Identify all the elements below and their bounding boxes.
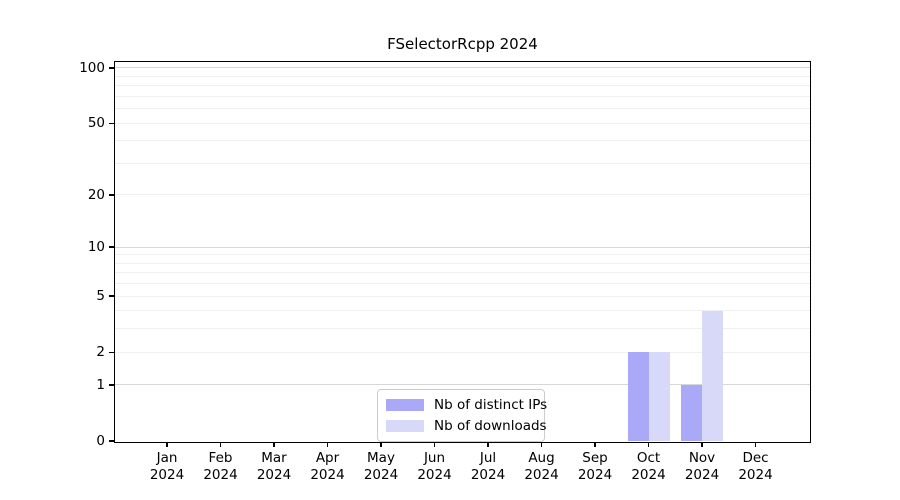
y-axis-tick [109, 351, 115, 353]
y-gridline-minor [115, 310, 810, 312]
y-gridline-minor [115, 122, 810, 124]
x-tick-label: Sep 2024 [577, 450, 613, 483]
y-tick-label: 1 [96, 376, 105, 393]
y-tick-label: 0 [96, 433, 105, 449]
x-tick-label: Oct 2024 [631, 450, 666, 483]
legend-entry-downloads: Nb of downloads [386, 418, 547, 434]
x-axis-tick [540, 442, 543, 447]
x-tick-label: Jul 2024 [470, 450, 506, 483]
y-axis-tick [109, 122, 115, 124]
bar-distinct-ips [681, 384, 702, 441]
y-gridline-minor [115, 272, 810, 274]
y-tick-label: 5 [96, 288, 105, 305]
y-gridline-minor [115, 351, 810, 353]
x-tick-label: Feb 2024 [203, 450, 238, 483]
y-gridline-minor [115, 85, 810, 87]
y-gridline-minor [115, 283, 810, 285]
legend: Nb of distinct IPs Nb of downloads [377, 389, 547, 442]
x-axis-tick [273, 442, 275, 447]
y-tick-label: 20 [87, 186, 105, 203]
legend-swatch-distinct-ips [386, 399, 424, 411]
y-tick-label: 2 [96, 344, 105, 361]
y-axis-tick [109, 440, 115, 442]
y-gridline-minor [115, 75, 810, 77]
x-axis-tick [487, 442, 489, 447]
x-tick-label: Mar 2024 [256, 450, 292, 483]
x-tick-label: Apr 2024 [310, 450, 345, 483]
y-gridline-minor [115, 108, 810, 110]
y-tick-label: 10 [87, 239, 105, 256]
y-gridline-minor [115, 254, 810, 256]
bar-downloads [702, 310, 723, 441]
x-axis-tick [433, 442, 436, 447]
x-tick-label: Aug 2024 [524, 450, 559, 483]
x-axis-tick [701, 442, 703, 447]
y-axis-tick [109, 67, 115, 69]
y-gridline-major [115, 384, 810, 386]
y-axis-tick [109, 295, 115, 297]
y-gridline-minor [115, 328, 810, 330]
legend-swatch-downloads [386, 420, 424, 432]
y-gridline-minor [115, 295, 810, 297]
x-tick-label: May 2024 [363, 450, 399, 483]
y-tick-label: 50 [87, 115, 105, 132]
y-axis-tick [109, 194, 115, 196]
legend-label-distinct-ips: Nb of distinct IPs [434, 397, 548, 413]
y-gridline-major [115, 67, 810, 69]
x-axis-tick [326, 442, 329, 447]
x-axis-tick [219, 442, 222, 447]
x-axis-tick [380, 442, 382, 447]
chart-title: FSelectorRcpp 2024 [387, 35, 538, 53]
y-gridline-minor [115, 262, 810, 264]
bar-distinct-ips [627, 352, 649, 441]
x-tick-label: Jan 2024 [149, 450, 185, 483]
x-axis-tick [754, 442, 757, 447]
y-axis-tick [109, 384, 115, 386]
y-gridline-major [115, 246, 810, 248]
y-gridline-minor [115, 95, 810, 97]
x-axis-tick [166, 442, 168, 447]
y-tick-label: 100 [79, 60, 105, 76]
x-axis-tick [594, 442, 596, 447]
x-tick-label: Nov 2024 [684, 450, 720, 483]
y-gridline-minor [115, 194, 810, 196]
legend-entry-distinct-ips: Nb of distinct IPs [386, 397, 547, 413]
y-gridline-minor [115, 162, 810, 164]
legend-label-downloads: Nb of downloads [434, 418, 547, 434]
bar-downloads [648, 352, 670, 441]
x-axis-tick [647, 442, 650, 447]
y-axis-tick [109, 246, 115, 248]
x-tick-label: Dec 2024 [738, 450, 773, 483]
x-tick-label: Jun 2024 [417, 450, 452, 483]
y-gridline-minor [115, 140, 810, 142]
plot-area: Nb of distinct IPs Nb of downloads 0 1 2 5 1… [79, 60, 811, 483]
